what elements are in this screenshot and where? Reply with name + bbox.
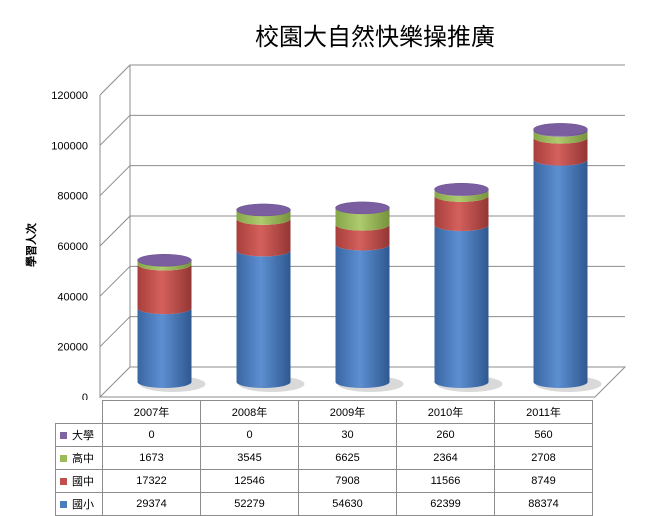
table-row: 大學 0 0 30 260 560: [55, 423, 593, 447]
x-tick-label: 2007年: [102, 400, 201, 424]
legend-label: 國中: [72, 476, 94, 488]
x-tick-label: 2010年: [396, 400, 495, 424]
data-label: 0: [200, 423, 299, 447]
bar-stack-2009年: [335, 201, 404, 392]
y-tick-label: 80000: [57, 191, 88, 203]
data-table: 2007年 2008年 2009年 2010年 2011年 大學 0 0 30 260 560 高中 1…: [55, 400, 593, 516]
data-label: 29374: [102, 492, 201, 516]
x-tick-label: 2011年: [494, 400, 593, 424]
legend-entry: 國小: [55, 492, 103, 516]
bar-segment-國小: [434, 224, 489, 389]
bar-segment-國小: [533, 159, 588, 389]
chart-area: 0 20000 40000 60000 80000 100000 120000 校園大自然快…: [24, 24, 627, 400]
data-label: 17322: [102, 469, 201, 493]
data-label: 6625: [298, 446, 397, 470]
legend-swatch: [60, 478, 67, 485]
y-axis: 0 20000 40000 60000 80000 100000 120000: [51, 90, 88, 400]
data-label: 12546: [200, 469, 299, 493]
bar-segment-國小: [335, 244, 390, 389]
data-label: 260: [396, 423, 495, 447]
data-label: 560: [494, 423, 593, 447]
data-label: 2364: [396, 446, 495, 470]
bars: [137, 123, 602, 392]
legend-label: 高中: [72, 453, 94, 465]
y-tick-label: 100000: [51, 140, 88, 152]
bar-segment-高中: [335, 207, 390, 231]
y-tick-label: 120000: [51, 90, 88, 102]
data-label: 88374: [494, 492, 593, 516]
table-row: 高中 1673 3545 6625 2364 2708: [55, 446, 593, 470]
data-label: 52279: [200, 492, 299, 516]
bar-top-cap: [335, 201, 390, 215]
bar-stack-2007年: [137, 254, 206, 392]
x-tick-label: 2009年: [298, 400, 397, 424]
y-tick-label: 60000: [57, 241, 88, 253]
bar-segment-國中: [236, 218, 291, 257]
legend-swatch: [60, 501, 67, 508]
bar-segment-大學: [533, 129, 588, 137]
y-tick-label: 40000: [57, 291, 88, 303]
table-row: 國中 17322 12546 7908 11566 8749: [55, 469, 593, 493]
legend-swatch: [60, 432, 67, 439]
data-label: 0: [102, 423, 201, 447]
data-label: 62399: [396, 492, 495, 516]
table-corner: [55, 400, 103, 424]
data-label: 54630: [298, 492, 397, 516]
bar-top-cap: [434, 183, 489, 196]
legend-label: 大學: [72, 430, 94, 442]
legend-swatch: [60, 455, 67, 462]
bar-segment-國小: [137, 308, 192, 389]
y-axis-label: 學習人次: [24, 223, 38, 267]
data-label: 1673: [102, 446, 201, 470]
bar-top-cap: [533, 123, 588, 136]
bar-segment-高中: [137, 260, 192, 271]
legend-label: 國小: [72, 499, 94, 511]
data-label: 11566: [396, 469, 495, 493]
bar-top-cap: [137, 254, 192, 267]
legend-entry: 高中: [55, 446, 103, 470]
bar-segment-高中: [434, 189, 489, 202]
chart-title: 校園大自然快樂操推廣: [255, 24, 495, 51]
bar-top-cap: [236, 203, 291, 217]
bar-segment-高中: [236, 209, 291, 225]
bar-segment-國中: [137, 264, 192, 315]
bar-segment-國中: [533, 137, 588, 166]
bar-segment-高中: [533, 130, 588, 144]
bar-segment-國小: [236, 250, 291, 389]
legend-entry: 大學: [55, 423, 103, 447]
gridline: [99, 165, 625, 197]
legend-entry: 國中: [55, 469, 103, 493]
table-row: 國小 29374 52279 54630 62399 88374: [55, 492, 593, 516]
bar-stack-2008年: [236, 203, 305, 392]
data-label: 30: [298, 423, 397, 447]
data-label: 7908: [298, 469, 397, 493]
bar-segment-國中: [335, 224, 390, 251]
x-tick-label: 2008年: [200, 400, 299, 424]
gridline: [99, 64, 625, 96]
bar-stack-2011年: [533, 123, 602, 392]
data-label: 3545: [200, 446, 299, 470]
data-label: 8749: [494, 469, 593, 493]
bar-segment-國中: [434, 195, 489, 231]
gridline: [99, 114, 625, 146]
bar-stack-2010年: [434, 183, 503, 392]
y-tick-label: 20000: [57, 342, 88, 354]
y-tick-label: 0: [82, 392, 88, 400]
data-label: 2708: [494, 446, 593, 470]
